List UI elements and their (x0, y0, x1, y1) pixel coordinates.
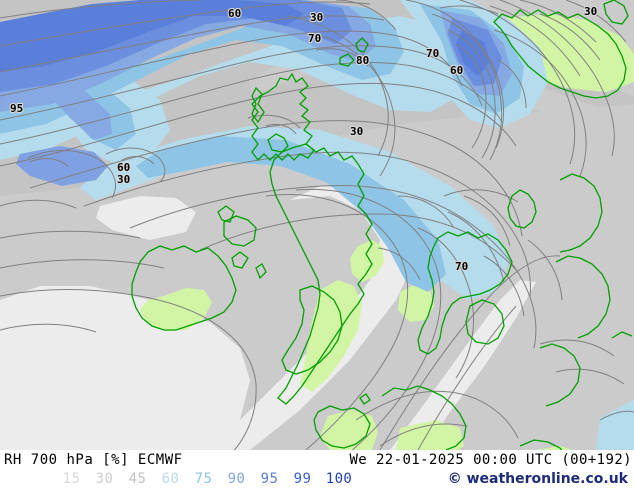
coastline-orkney (339, 53, 355, 67)
coastline-inner-sea (465, 299, 505, 345)
coastline-norway (493, 9, 627, 99)
model-run-timestamp: We 22-01-2025 00:00 UTC (00+192) (349, 452, 632, 468)
contour-label: 60 (450, 64, 463, 77)
fill-band-99-100 (0, 0, 304, 72)
legend-tick: 90 (227, 471, 246, 487)
footer-bar: RH 700 hPa [%] ECMWF We 22-01-2025 00:00… (0, 450, 634, 490)
coastline-shetland (355, 37, 369, 53)
coastline-isles-nw (217, 205, 235, 223)
fill-band-0-15-e-small (398, 284, 434, 322)
legend-tick: 95 (260, 471, 279, 487)
fill-band-99-100-blob (456, 30, 490, 76)
legend-tick: 30 (95, 471, 114, 487)
coastline-channel-isles (359, 393, 371, 405)
legend-tick: 100 (325, 471, 353, 487)
coastline-iberia-edge (519, 439, 563, 450)
coastline-france-north (381, 385, 467, 450)
fill-band-99-100-se (16, 146, 108, 186)
coastline-scotland (251, 72, 315, 161)
fill-band-95-99 (0, 0, 352, 92)
fill-band-60-75-diag (80, 126, 510, 300)
coastline-isle-man (255, 263, 267, 280)
coastline-wales (281, 285, 343, 375)
coastline-brittany (313, 405, 371, 449)
fill-band-90-95 (0, 0, 376, 112)
contour-label: 70 (455, 260, 468, 273)
coastline-scotland-lochs (267, 133, 289, 153)
rh-700hpa-contour-map: 60 30 70 80 70 60 30 95 30 60 30 70 (0, 0, 634, 450)
coastline-alps-edge (539, 343, 581, 407)
coastline-outer-hebrides (251, 86, 265, 124)
chart-title: RH 700 hPa [%] ECMWF (4, 452, 183, 468)
coastlines (131, 0, 633, 450)
contour-label: 30 (310, 11, 323, 24)
contour-lines (0, 0, 634, 450)
fill-band-0-15-ireland-sw (140, 288, 212, 330)
coastline-outer-isles-2 (231, 251, 249, 269)
contour-label: 60 (228, 7, 241, 20)
coastline-denmark (507, 189, 537, 229)
color-scale-legend[interactable]: 15 30 45 60 75 90 95 99 100 (55, 471, 359, 487)
contour-label: 30 (117, 173, 130, 186)
contour-label: 30 (584, 5, 597, 18)
contour-label: 30 (350, 125, 363, 138)
legend-tick: 15 (62, 471, 81, 487)
fill-band-15-30-irl (96, 196, 196, 240)
fill-band-60-75-se-corner (596, 400, 634, 450)
legend-tick: 60 (161, 471, 180, 487)
coastline-britain-main (269, 143, 373, 405)
coastline-baltic-edge (559, 173, 603, 253)
coastline-faroe-iceland-edge (603, 0, 629, 25)
coastline-se-extra (611, 331, 633, 339)
weather-map-canvas[interactable]: 60 30 70 80 70 60 30 95 30 60 30 70 (0, 0, 634, 450)
fill-band-0-15-ukse (350, 240, 384, 282)
contour-label: 70 (308, 32, 321, 45)
copyright-credit[interactable]: © weatheronline.co.uk (447, 471, 628, 487)
contour-label-group: 60 30 70 80 70 60 30 95 30 60 30 70 (9, 4, 598, 274)
contour-label: 95 (10, 102, 23, 115)
fill-band-0-15-pt (536, 446, 574, 450)
legend-tick: 75 (194, 471, 213, 487)
fill-band-0-15-france (396, 420, 464, 450)
coastline-ireland (131, 245, 237, 331)
legend-tick: 99 (293, 471, 312, 487)
legend-tick: 45 (128, 471, 147, 487)
fill-band-0-15-wales (300, 280, 362, 392)
coastline-continent-nw (417, 231, 513, 355)
coastline-nireland (223, 215, 257, 247)
contour-label: 80 (356, 54, 369, 67)
contour-label: 70 (426, 47, 439, 60)
contour-label: 60 (117, 161, 130, 174)
coastline-poland-edge (555, 255, 611, 339)
